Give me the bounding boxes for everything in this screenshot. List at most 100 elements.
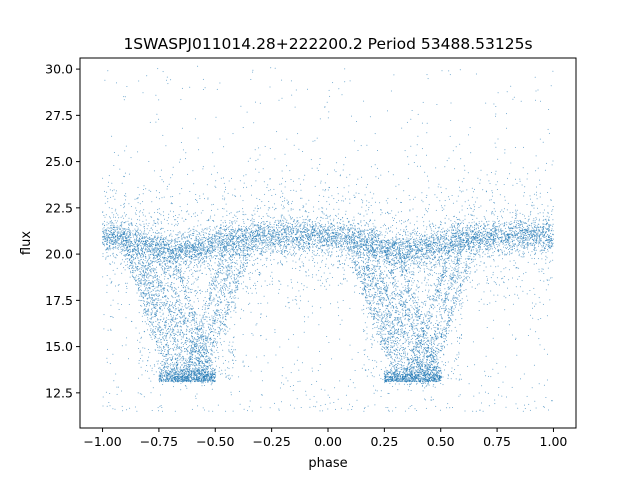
data-point bbox=[368, 247, 370, 249]
data-point bbox=[202, 237, 204, 239]
data-point bbox=[259, 242, 261, 244]
data-point bbox=[326, 243, 328, 245]
data-point bbox=[112, 236, 113, 238]
data-point bbox=[198, 246, 200, 248]
data-point bbox=[398, 253, 400, 255]
data-point bbox=[266, 257, 268, 259]
data-point bbox=[120, 248, 122, 250]
data-point bbox=[430, 252, 432, 254]
data-point bbox=[439, 252, 441, 254]
data-point bbox=[441, 254, 442, 256]
data-point bbox=[536, 234, 537, 236]
data-point bbox=[523, 245, 525, 247]
data-point bbox=[103, 227, 105, 229]
data-point bbox=[367, 225, 369, 227]
data-point bbox=[519, 225, 520, 227]
data-point bbox=[520, 232, 521, 234]
data-point bbox=[155, 233, 157, 234]
data-point bbox=[424, 258, 426, 260]
data-point bbox=[106, 229, 108, 231]
data-point bbox=[319, 245, 321, 247]
data-point bbox=[466, 249, 468, 251]
data-point bbox=[415, 260, 417, 262]
data-point bbox=[522, 232, 524, 234]
data-point bbox=[438, 262, 440, 264]
data-point bbox=[266, 235, 268, 237]
data-point bbox=[198, 256, 200, 258]
data-point bbox=[227, 235, 229, 237]
data-point bbox=[130, 237, 132, 238]
data-point bbox=[418, 252, 419, 254]
data-point bbox=[403, 248, 405, 249]
data-point bbox=[528, 230, 530, 232]
data-point bbox=[392, 259, 394, 261]
data-point bbox=[245, 231, 247, 233]
data-point bbox=[510, 247, 512, 249]
data-point bbox=[395, 235, 397, 237]
data-point bbox=[228, 244, 230, 246]
data-point bbox=[389, 251, 391, 253]
data-point bbox=[464, 236, 466, 238]
data-point bbox=[550, 236, 552, 237]
data-point bbox=[179, 247, 181, 249]
data-point bbox=[219, 254, 221, 256]
data-point bbox=[464, 245, 466, 247]
data-point bbox=[116, 226, 118, 228]
data-point bbox=[330, 229, 332, 231]
data-point bbox=[174, 244, 176, 246]
data-point bbox=[265, 240, 267, 242]
data-point bbox=[469, 229, 471, 231]
data-point bbox=[490, 241, 492, 243]
data-point bbox=[374, 230, 376, 232]
data-point bbox=[530, 231, 532, 233]
data-point bbox=[396, 243, 397, 245]
data-point bbox=[482, 240, 484, 242]
data-point bbox=[295, 229, 297, 231]
data-point bbox=[359, 246, 361, 248]
data-point bbox=[143, 244, 145, 246]
data-point bbox=[531, 230, 533, 232]
data-point bbox=[487, 252, 489, 254]
data-point bbox=[439, 234, 441, 236]
data-point bbox=[522, 237, 524, 239]
data-point bbox=[525, 235, 527, 237]
data-point bbox=[493, 243, 495, 245]
data-point bbox=[533, 224, 535, 226]
data-point bbox=[498, 226, 500, 228]
data-point bbox=[156, 251, 158, 253]
data-point bbox=[385, 231, 387, 233]
data-point bbox=[121, 241, 123, 243]
data-point bbox=[357, 245, 359, 247]
data-point bbox=[210, 247, 212, 249]
data-point bbox=[413, 256, 415, 258]
data-point bbox=[361, 244, 363, 246]
data-point bbox=[216, 226, 217, 228]
data-point bbox=[458, 245, 460, 247]
data-point bbox=[542, 243, 544, 245]
data-point bbox=[177, 238, 179, 240]
data-point bbox=[308, 240, 310, 242]
data-point bbox=[368, 239, 370, 241]
data-point bbox=[503, 250, 505, 252]
data-point bbox=[413, 233, 415, 235]
data-point bbox=[254, 240, 256, 242]
data-point bbox=[503, 225, 505, 227]
data-point bbox=[208, 243, 210, 245]
data-point bbox=[166, 247, 167, 249]
data-point bbox=[335, 245, 337, 247]
data-point bbox=[372, 223, 374, 225]
data-point bbox=[306, 236, 308, 238]
data-point bbox=[371, 232, 373, 234]
data-point bbox=[223, 225, 225, 227]
data-point bbox=[294, 223, 296, 225]
data-point bbox=[392, 237, 394, 239]
data-point bbox=[127, 228, 129, 230]
data-point bbox=[524, 231, 526, 233]
data-point bbox=[264, 232, 266, 234]
data-point bbox=[374, 233, 376, 235]
data-point bbox=[156, 246, 158, 248]
data-point bbox=[151, 245, 153, 247]
data-point bbox=[515, 214, 516, 216]
data-point bbox=[267, 241, 269, 243]
data-point bbox=[157, 232, 159, 234]
